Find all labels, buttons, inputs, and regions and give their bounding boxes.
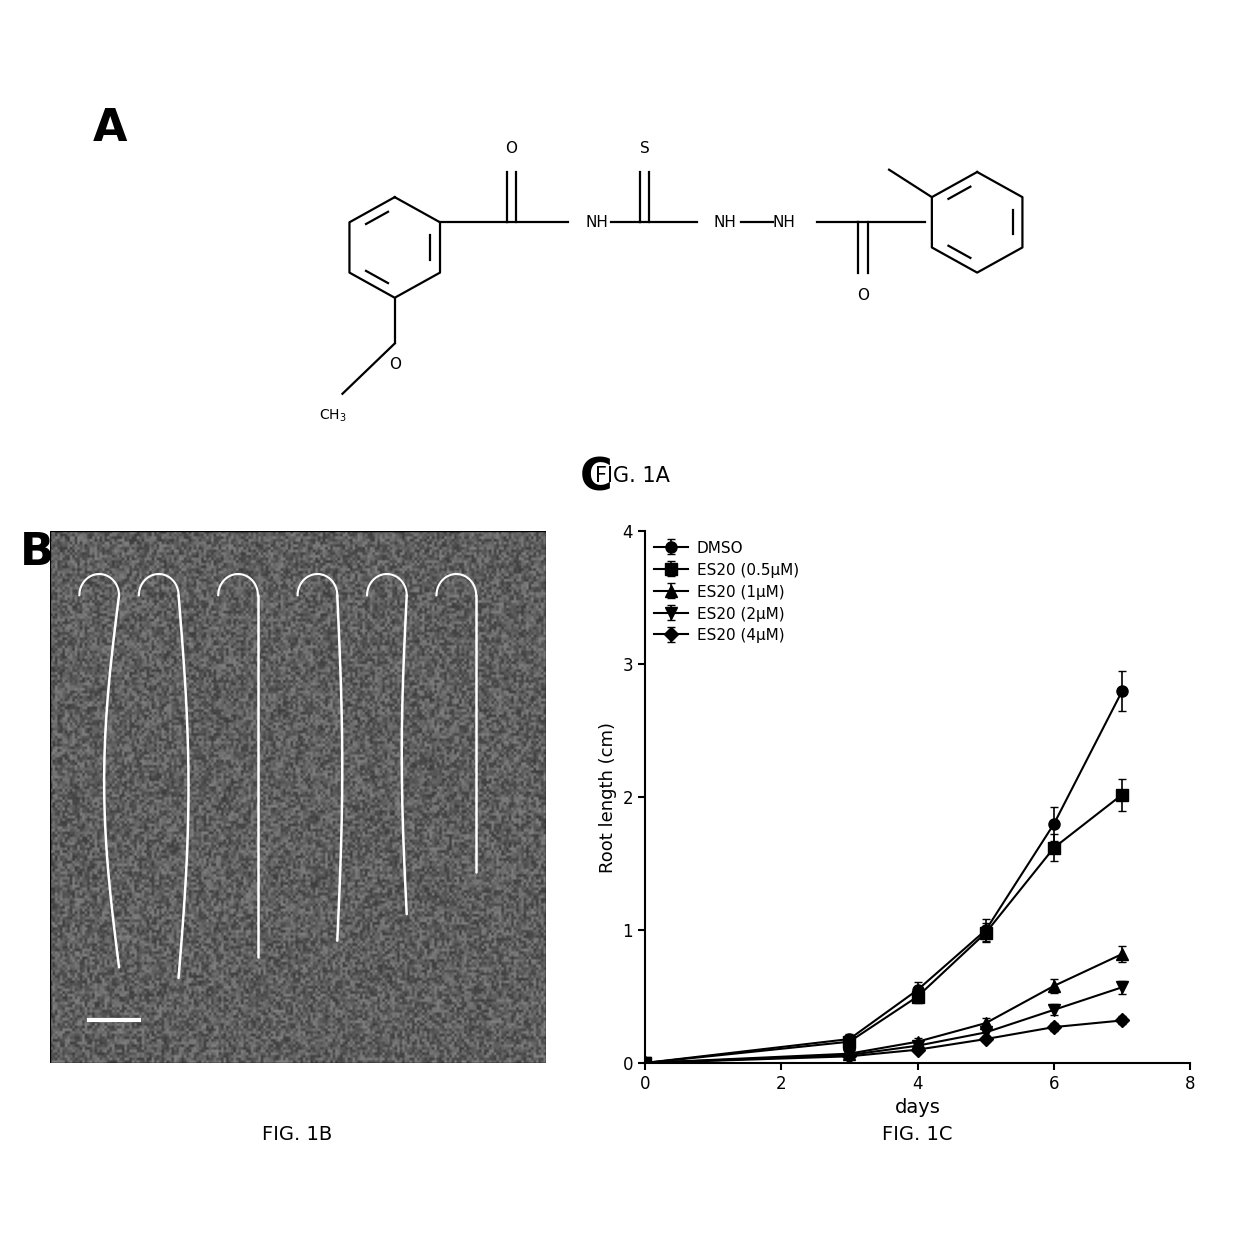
Y-axis label: Root length (cm): Root length (cm) (599, 722, 616, 873)
Text: NH: NH (714, 215, 737, 230)
Text: C: C (579, 456, 613, 499)
Text: FIG. 1B: FIG. 1B (263, 1125, 332, 1143)
X-axis label: days: days (895, 1099, 940, 1117)
Text: FIG. 1A: FIG. 1A (595, 466, 670, 486)
Text: NH: NH (773, 215, 796, 230)
Text: CH$_3$: CH$_3$ (319, 408, 347, 424)
Text: O: O (506, 141, 517, 157)
Legend: DMSO, ES20 (0.5μM), ES20 (1μM), ES20 (2μM), ES20 (4μM): DMSO, ES20 (0.5μM), ES20 (1μM), ES20 (2μ… (647, 534, 805, 650)
Text: B: B (20, 531, 53, 575)
Text: A: A (92, 108, 126, 150)
Text: NH: NH (585, 215, 609, 230)
Text: O: O (388, 357, 401, 372)
Text: FIG. 1C: FIG. 1C (883, 1125, 952, 1143)
Text: S: S (640, 141, 650, 157)
Text: O: O (857, 288, 869, 303)
